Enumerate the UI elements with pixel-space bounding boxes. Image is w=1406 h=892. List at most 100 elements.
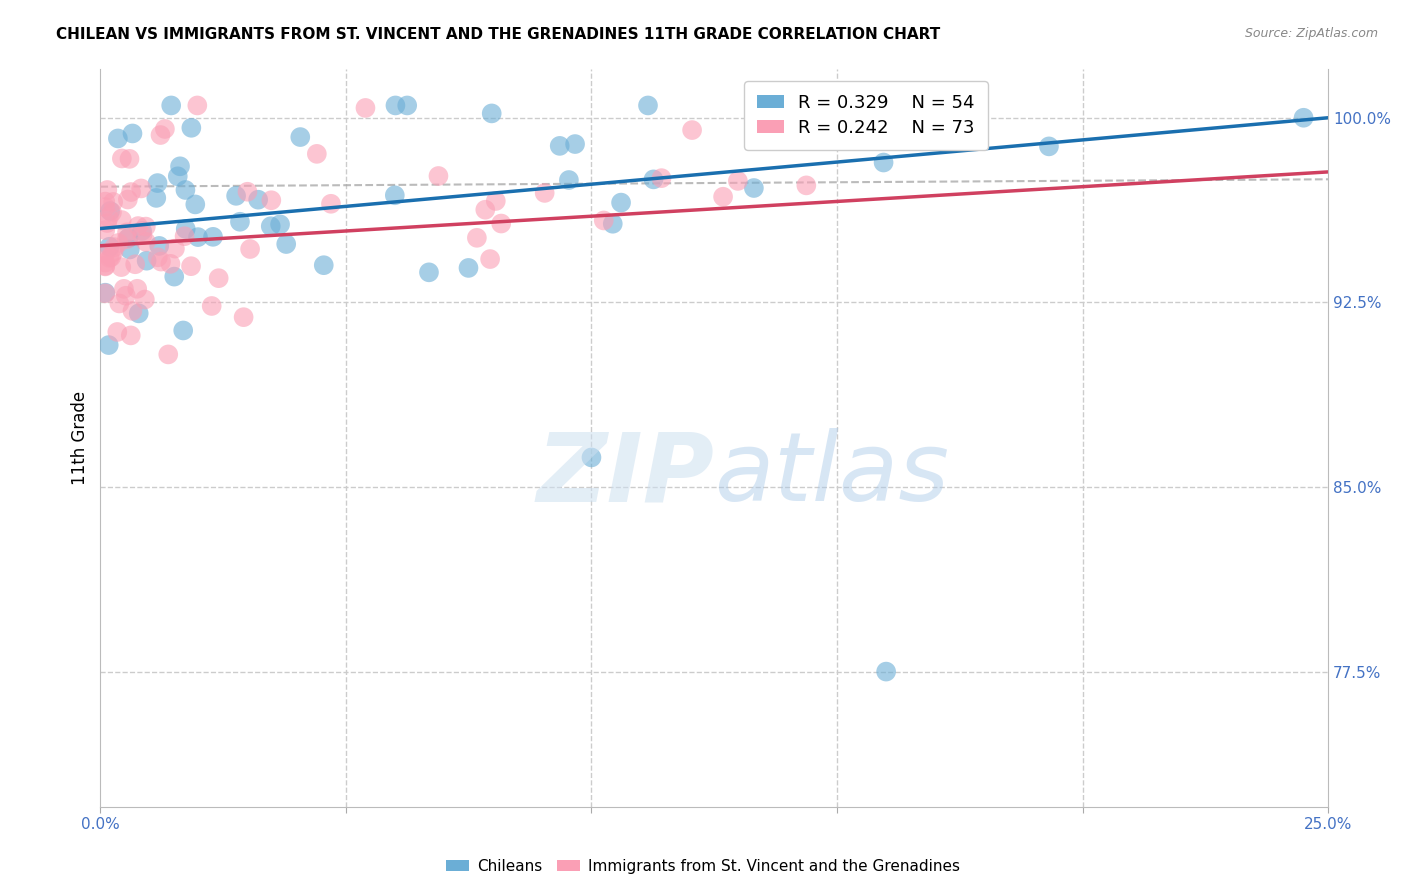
Point xyxy=(100,250,122,264)
Point xyxy=(794,178,817,193)
Point xyxy=(481,106,503,120)
Point xyxy=(742,181,765,195)
Point xyxy=(128,306,150,320)
Y-axis label: 11th Grade: 11th Grade xyxy=(72,391,89,485)
Point xyxy=(94,223,117,237)
Point xyxy=(681,123,703,137)
Point xyxy=(129,181,152,195)
Text: ZIP: ZIP xyxy=(536,428,714,521)
Point xyxy=(558,173,581,187)
Point xyxy=(637,98,659,112)
Point xyxy=(135,253,157,268)
Point xyxy=(225,189,247,203)
Point xyxy=(229,215,252,229)
Point xyxy=(172,323,194,337)
Point xyxy=(127,282,149,296)
Point xyxy=(150,254,173,268)
Point xyxy=(643,172,665,186)
Point xyxy=(384,98,406,112)
Point xyxy=(354,101,377,115)
Point xyxy=(236,185,259,199)
Legend: Chileans, Immigrants from St. Vincent and the Grenadines: Chileans, Immigrants from St. Vincent an… xyxy=(440,853,966,880)
Point xyxy=(117,231,139,245)
Point xyxy=(118,243,141,257)
Text: Source: ZipAtlas.com: Source: ZipAtlas.com xyxy=(1244,27,1378,40)
Point xyxy=(592,213,614,227)
Point xyxy=(135,235,157,249)
Point xyxy=(187,230,209,244)
Point xyxy=(97,211,120,225)
Point xyxy=(108,296,131,310)
Point xyxy=(103,244,125,259)
Point xyxy=(727,174,749,188)
Point xyxy=(153,122,176,136)
Point xyxy=(711,190,734,204)
Point xyxy=(396,98,419,112)
Point xyxy=(749,127,772,141)
Point xyxy=(135,219,157,234)
Point xyxy=(169,159,191,173)
Point xyxy=(111,152,134,166)
Point xyxy=(166,169,188,184)
Point xyxy=(160,98,183,112)
Point xyxy=(96,216,118,230)
Point xyxy=(121,304,143,318)
Point xyxy=(94,246,117,260)
Point xyxy=(120,185,142,199)
Point xyxy=(418,265,440,279)
Point xyxy=(149,128,172,142)
Point xyxy=(489,217,512,231)
Point xyxy=(485,194,508,208)
Point xyxy=(650,171,672,186)
Point xyxy=(98,204,121,219)
Point xyxy=(124,257,146,271)
Point xyxy=(457,260,479,275)
Point xyxy=(239,242,262,256)
Point xyxy=(94,286,117,301)
Point xyxy=(134,293,156,307)
Point xyxy=(94,259,117,273)
Point xyxy=(111,213,134,227)
Point xyxy=(131,228,153,243)
Point xyxy=(101,194,124,209)
Point xyxy=(101,205,124,219)
Point xyxy=(186,98,208,112)
Point xyxy=(97,338,120,352)
Point xyxy=(159,257,181,271)
Point xyxy=(564,136,586,151)
Point xyxy=(208,271,231,285)
Point xyxy=(479,252,502,266)
Point xyxy=(117,193,139,207)
Legend: R = 0.329    N = 54, R = 0.242    N = 73: R = 0.329 N = 54, R = 0.242 N = 73 xyxy=(744,81,987,150)
Point xyxy=(121,127,143,141)
Point xyxy=(98,240,121,254)
Point xyxy=(174,183,197,197)
Point xyxy=(269,218,291,232)
Point xyxy=(581,450,603,465)
Text: atlas: atlas xyxy=(714,428,949,521)
Point xyxy=(94,194,117,209)
Point xyxy=(115,289,138,303)
Point xyxy=(163,269,186,284)
Point xyxy=(290,130,312,145)
Point xyxy=(891,98,914,112)
Point xyxy=(276,237,298,252)
Point xyxy=(115,225,138,239)
Point xyxy=(202,230,225,244)
Point xyxy=(260,219,283,234)
Point xyxy=(548,139,571,153)
Point xyxy=(163,242,186,256)
Point xyxy=(232,310,254,325)
Point xyxy=(610,195,633,210)
Point xyxy=(105,325,128,339)
Point xyxy=(533,186,555,200)
Point xyxy=(180,120,202,135)
Point xyxy=(107,131,129,145)
Point xyxy=(146,250,169,264)
Point xyxy=(1038,139,1060,153)
Point xyxy=(157,347,180,361)
Point xyxy=(98,251,121,265)
Point xyxy=(112,282,135,296)
Point xyxy=(110,260,132,274)
Point xyxy=(94,255,117,269)
